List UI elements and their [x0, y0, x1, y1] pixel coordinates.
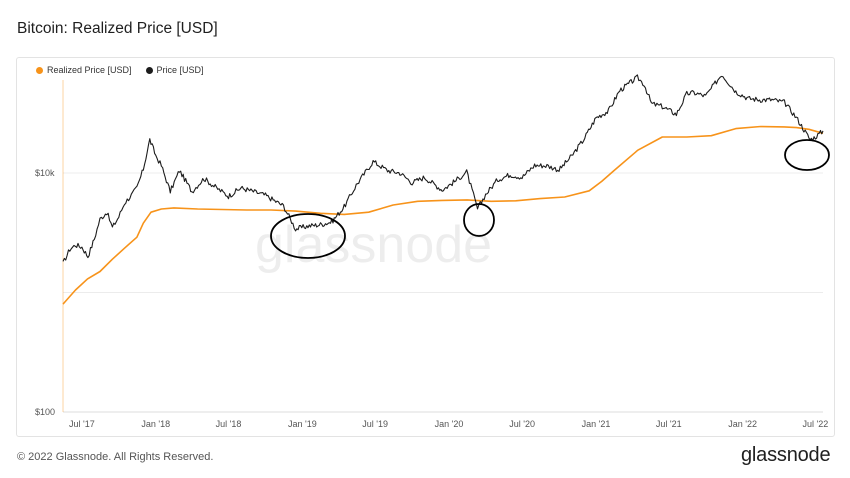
legend-label-realized: Realized Price [USD] — [47, 65, 132, 75]
legend-item-price[interactable]: Price [USD] — [145, 65, 204, 75]
realized-dot-icon — [36, 66, 43, 74]
legend-label-price: Price [USD] — [156, 65, 204, 75]
legend-item-realized[interactable]: Realized Price [USD] — [36, 65, 132, 75]
x-tick-label: Jul '21 — [656, 419, 682, 429]
grid-lines — [63, 172, 823, 413]
x-tick-label: Jan '18 — [141, 419, 170, 429]
chart-panel — [16, 57, 835, 437]
x-axis-ticks: Jul '17 Jan '18 Jul '18 Jan '19 Jul '19 Jan '… — [69, 419, 828, 429]
glassnode-logo[interactable]: glassnode — [741, 444, 831, 466]
x-tick-label: Jan '21 — [582, 419, 611, 429]
x-tick-label: Jul '17 — [69, 419, 95, 429]
x-tick-label: Jul '19 — [362, 419, 388, 429]
annotation-circle — [270, 213, 346, 259]
x-tick-label: Jul '18 — [216, 419, 242, 429]
y-axis-ticks: $100 $10k — [35, 168, 55, 417]
y-tick-label: $100 — [35, 407, 55, 417]
annotation-circle — [463, 203, 495, 237]
x-tick-label: Jan '20 — [435, 419, 464, 429]
realized-price-line — [62, 125, 824, 305]
x-tick-label: Jan '19 — [288, 419, 317, 429]
annotation-circle — [784, 139, 830, 171]
annotation-layer — [270, 139, 830, 259]
copyright-text: © 2022 Glassnode. All Rights Reserved. — [17, 451, 214, 463]
x-tick-label: Jan '22 — [728, 419, 757, 429]
chart-legend: Realized Price [USD] Price [USD] — [36, 65, 204, 75]
series-layer — [62, 74, 824, 412]
price-dot-icon — [145, 66, 153, 74]
x-tick-label: Jul '20 — [509, 419, 535, 429]
page-title: Bitcoin: Realized Price [USD] — [17, 20, 218, 37]
watermark-text: glassnode — [255, 216, 492, 274]
y-tick-label: $10k — [35, 168, 55, 178]
x-tick-label: Jul '22 — [803, 419, 829, 429]
price-line — [62, 74, 824, 262]
